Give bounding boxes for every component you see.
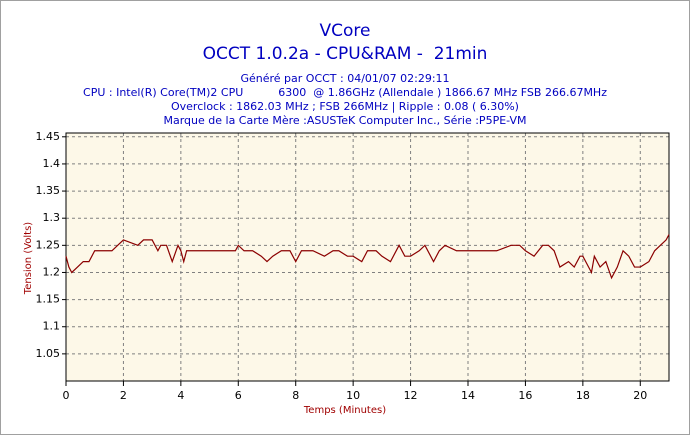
x-tick-label: 12 xyxy=(404,389,418,402)
x-tick-label: 4 xyxy=(177,389,184,402)
y-tick-label: 1.4 xyxy=(43,157,61,170)
chart-title: VCore xyxy=(320,21,371,41)
data-line xyxy=(65,234,670,280)
chart-subtitle: OCCT 1.0.2a - CPU&RAM - 21min xyxy=(203,44,488,64)
y-tick-label: 1.35 xyxy=(36,184,61,197)
y-tick-label: 1.15 xyxy=(36,293,61,306)
x-tick-label: 2 xyxy=(120,389,127,402)
x-tick-label: 6 xyxy=(235,389,242,402)
x-tick-label: 20 xyxy=(633,389,647,402)
plot-area xyxy=(66,133,669,381)
y-tick-label: 1.45 xyxy=(36,130,61,143)
y-axis-label: Tension (Volts) xyxy=(23,222,34,296)
y-tick-label: 1.05 xyxy=(36,347,61,360)
x-tick-label: 18 xyxy=(576,389,590,402)
info-line: Généré par OCCT : 04/01/07 02:29:11 xyxy=(240,72,449,85)
info-line: CPU : Intel(R) Core(TM)2 CPU 6300 @ 1.86… xyxy=(83,86,607,99)
x-tick-label: 16 xyxy=(518,389,532,402)
y-tick-label: 1.1 xyxy=(43,320,61,333)
y-tick-label: 1.2 xyxy=(43,265,61,278)
x-tick-label: 14 xyxy=(461,389,475,402)
x-tick-label: 8 xyxy=(292,389,299,402)
y-tick-label: 1.25 xyxy=(36,238,61,251)
y-tick-label: 1.3 xyxy=(43,211,61,224)
x-tick-label: 0 xyxy=(63,389,70,402)
info-line: Marque de la Carte Mère :ASUSTeK Compute… xyxy=(163,114,526,127)
x-axis-label: Temps (Minutes) xyxy=(303,405,386,416)
x-tick-label: 10 xyxy=(346,389,360,402)
info-line: Overclock : 1862.03 MHz ; FSB 266MHz | R… xyxy=(171,100,519,113)
